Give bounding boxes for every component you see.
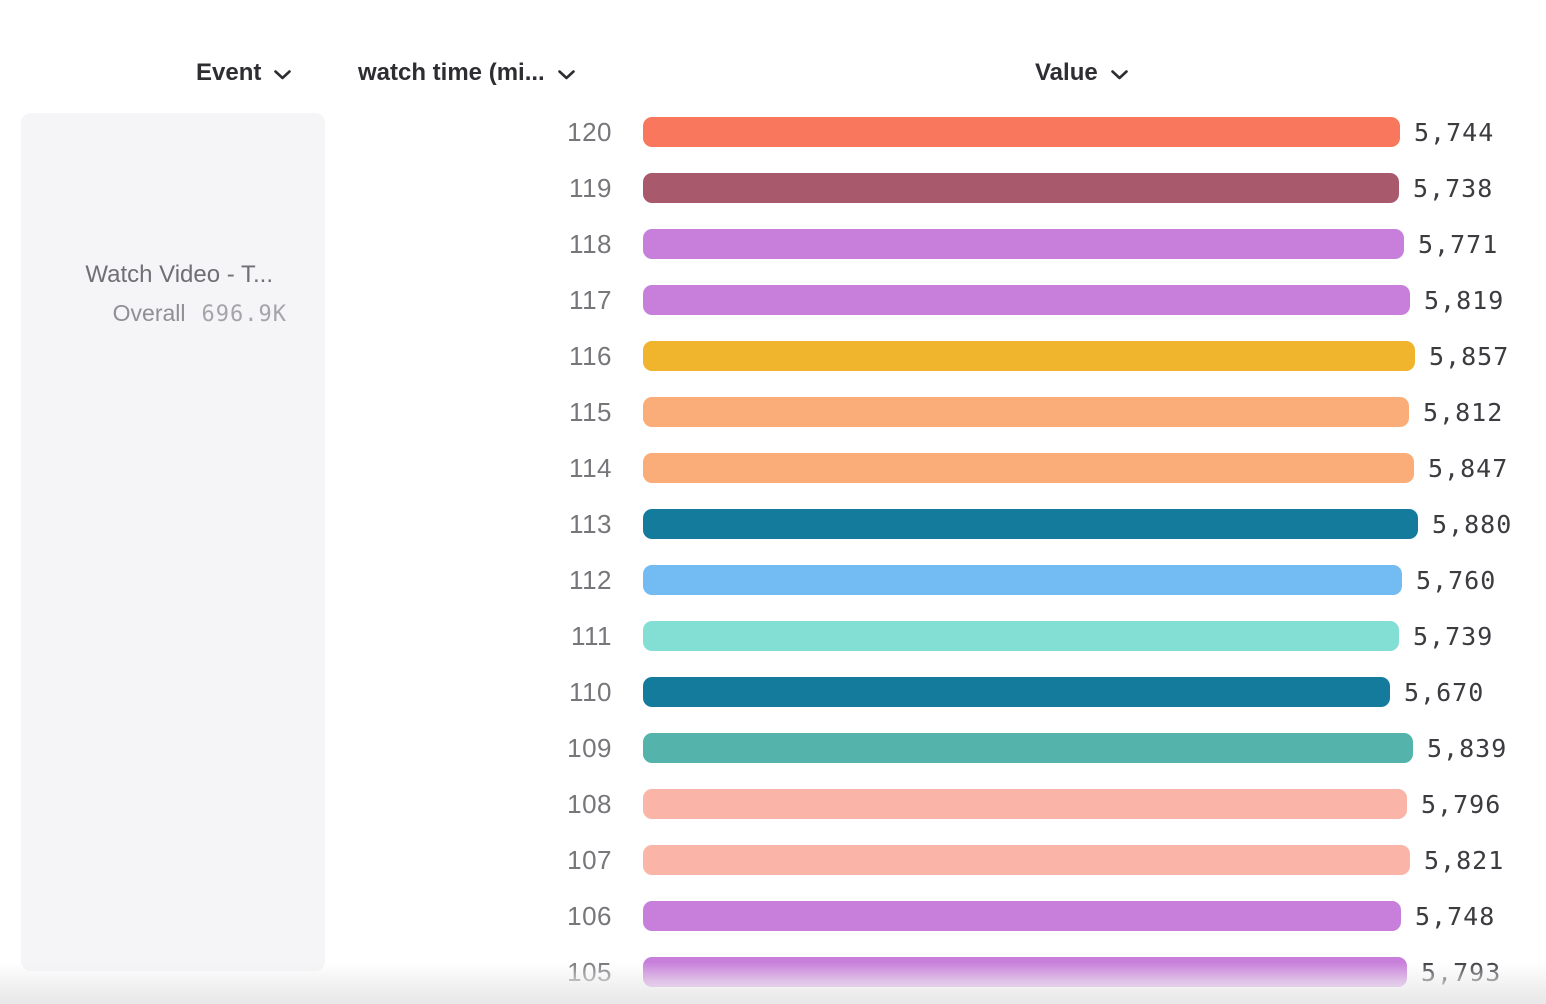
value-label: 5,744 — [1414, 117, 1495, 147]
value-label: 5,739 — [1413, 621, 1494, 651]
value-label: 5,796 — [1421, 789, 1502, 819]
value-label: 5,839 — [1427, 733, 1508, 763]
column-header-value-label: Value — [1035, 59, 1098, 86]
chart-row: 112 5,760 — [0, 552, 1546, 608]
chevron-down-icon — [1110, 69, 1128, 80]
category-label: 118 — [569, 228, 612, 259]
overall-row: Overall 696.9K — [113, 300, 287, 327]
category-label: 106 — [567, 900, 612, 931]
chart-row: 109 5,839 — [0, 720, 1546, 776]
category-label: 117 — [569, 284, 612, 315]
chart-row: 119 5,738 — [0, 160, 1546, 216]
value-label: 5,819 — [1424, 285, 1505, 315]
category-label: 109 — [567, 732, 612, 763]
column-header-watch-time-label: watch time (mi... — [358, 59, 545, 86]
value-label: 5,812 — [1423, 397, 1504, 427]
bar[interactable] — [643, 677, 1390, 707]
chart-row: 114 5,847 — [0, 440, 1546, 496]
bar[interactable] — [643, 621, 1399, 651]
bar[interactable] — [643, 117, 1400, 147]
chevron-down-icon — [557, 69, 575, 80]
value-label: 5,857 — [1429, 341, 1510, 371]
chart-row: 107 5,821 — [0, 832, 1546, 888]
value-label: 5,847 — [1428, 453, 1509, 483]
category-label: 119 — [569, 172, 612, 203]
bar[interactable] — [643, 341, 1415, 371]
event-name[interactable]: Watch Video - T... — [85, 261, 273, 288]
value-label: 5,821 — [1424, 845, 1505, 875]
category-label: 114 — [569, 452, 612, 483]
value-label: 5,793 — [1421, 957, 1502, 987]
value-label: 5,880 — [1432, 509, 1513, 539]
value-label: 5,748 — [1415, 901, 1496, 931]
overall-value: 696.9K — [201, 302, 287, 327]
category-label: 105 — [567, 956, 612, 987]
chart-row: 108 5,796 — [0, 776, 1546, 832]
column-header-event[interactable]: Event — [196, 58, 292, 88]
bar[interactable] — [643, 453, 1414, 483]
column-header-event-label: Event — [196, 59, 262, 86]
overall-label: Overall — [112, 300, 186, 326]
category-label: 107 — [567, 844, 612, 875]
bar[interactable] — [643, 565, 1402, 595]
chart-row: 116 5,857 — [0, 328, 1546, 384]
event-cell-panel: Watch Video - T... Overall 696.9K — [21, 113, 325, 971]
bar[interactable] — [643, 957, 1407, 987]
chart-row: 115 5,812 — [0, 384, 1546, 440]
chart-row: 106 5,748 — [0, 888, 1546, 944]
category-label: 116 — [569, 340, 612, 371]
chart-row: 113 5,880 — [0, 496, 1546, 552]
bar[interactable] — [643, 397, 1409, 427]
chevron-down-icon — [274, 69, 292, 80]
chart-row: 105 5,793 — [0, 944, 1546, 1000]
value-label: 5,670 — [1404, 677, 1485, 707]
column-header-watch-time[interactable]: watch time (mi... — [358, 58, 575, 88]
column-header-value[interactable]: Value — [1035, 58, 1128, 88]
bar[interactable] — [643, 733, 1413, 763]
value-label: 5,771 — [1418, 229, 1499, 259]
chart-row: 117 5,819 — [0, 272, 1546, 328]
chart-row: 118 5,771 — [0, 216, 1546, 272]
category-label: 108 — [567, 788, 612, 819]
bar[interactable] — [643, 901, 1401, 931]
chart-row: 120 5,744 — [0, 104, 1546, 160]
category-label: 111 — [570, 620, 612, 651]
chart-row: 111 5,739 — [0, 608, 1546, 664]
bar[interactable] — [643, 789, 1407, 819]
bar[interactable] — [643, 285, 1410, 315]
bar[interactable] — [643, 509, 1418, 539]
category-label: 120 — [567, 116, 612, 147]
chart-rows: 120 5,744 119 5,738 118 5,771 117 5,819 116 5,857… — [0, 104, 1546, 1000]
chart-row: 110 5,670 — [0, 664, 1546, 720]
category-label: 113 — [569, 508, 612, 539]
category-label: 115 — [569, 396, 612, 427]
bar[interactable] — [643, 229, 1404, 259]
bar[interactable] — [643, 845, 1410, 875]
value-label: 5,760 — [1416, 565, 1497, 595]
category-label: 110 — [569, 676, 612, 707]
value-label: 5,738 — [1413, 173, 1494, 203]
category-label: 112 — [569, 564, 612, 595]
bar[interactable] — [643, 173, 1399, 203]
